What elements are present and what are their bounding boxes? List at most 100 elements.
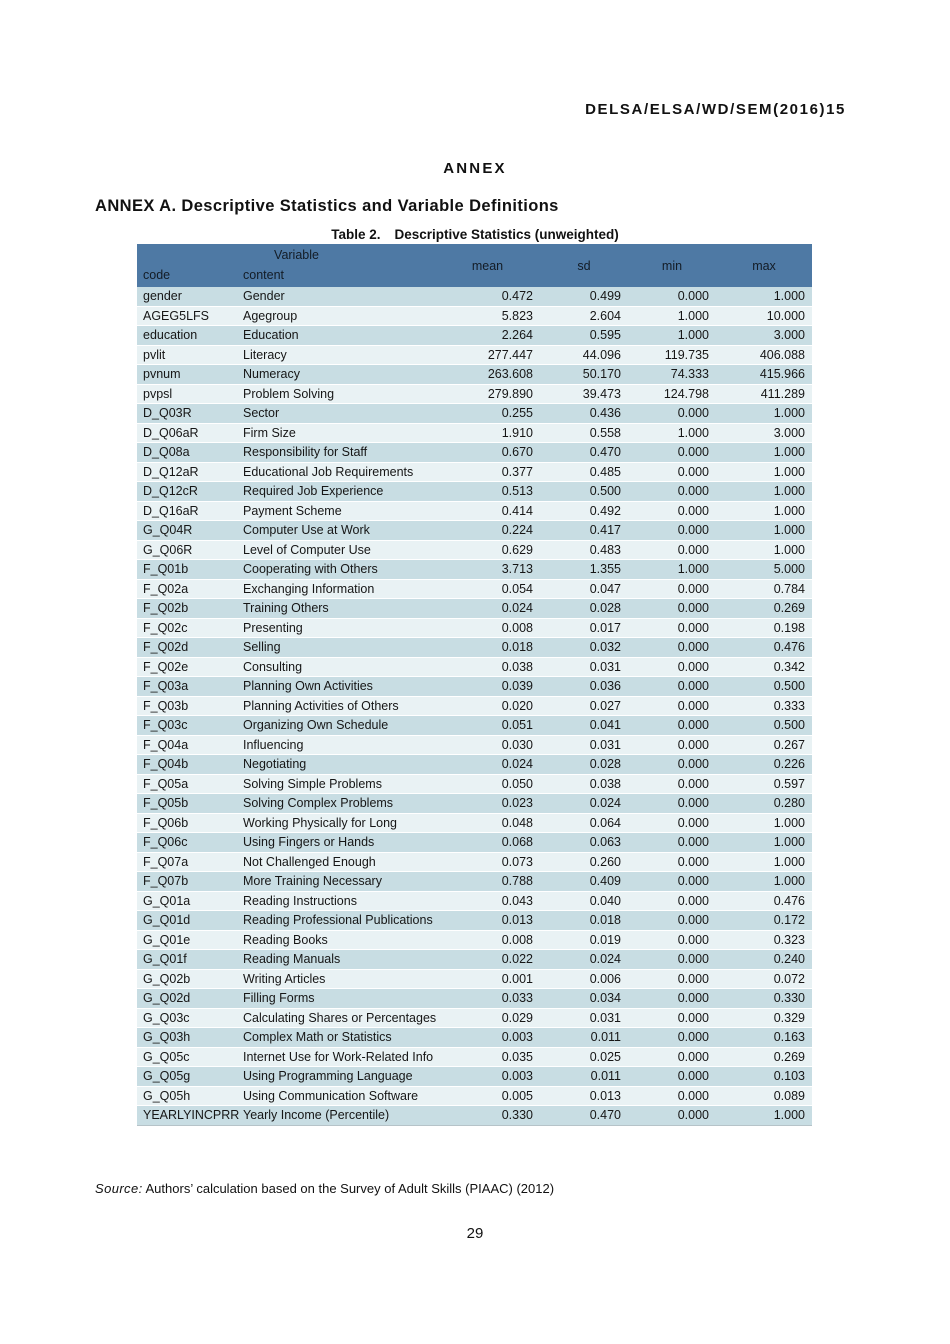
cell-min: 0.000 bbox=[628, 930, 716, 950]
cell-max: 1.000 bbox=[716, 501, 812, 521]
table-row: pvlit Literacy 277.447 44.096 119.735 406.088 bbox=[137, 345, 812, 365]
cell-code: F_Q06c bbox=[137, 832, 237, 853]
cell-content: Planning Own Activities bbox=[237, 676, 435, 697]
cell-content: Using Fingers or Hands bbox=[237, 832, 435, 853]
cell-sd: 0.019 bbox=[540, 930, 628, 950]
cell-content: Not Challenged Enough bbox=[237, 852, 435, 872]
cell-sd: 0.031 bbox=[540, 657, 628, 677]
cell-content: Numeracy bbox=[237, 364, 435, 385]
cell-sd: 0.041 bbox=[540, 715, 628, 736]
cell-sd: 0.499 bbox=[540, 287, 628, 307]
table-row: G_Q01e Reading Books 0.008 0.019 0.000 0.323 bbox=[137, 930, 812, 950]
table-row: F_Q07b More Training Necessary 0.788 0.409 0… bbox=[137, 871, 812, 892]
cell-min: 0.000 bbox=[628, 618, 716, 638]
cell-code: G_Q03c bbox=[137, 1008, 237, 1028]
cell-sd: 0.558 bbox=[540, 423, 628, 443]
cell-code: education bbox=[137, 325, 237, 346]
cell-code: pvlit bbox=[137, 345, 237, 365]
table-row: F_Q01b Cooperating with Others 3.713 1.355 1… bbox=[137, 559, 812, 580]
table-row: G_Q03c Calculating Shares or Percentages 0… bbox=[137, 1008, 812, 1028]
cell-sd: 1.355 bbox=[540, 559, 628, 580]
cell-content: Influencing bbox=[237, 735, 435, 755]
cell-max: 0.323 bbox=[716, 930, 812, 950]
cell-min: 0.000 bbox=[628, 1047, 716, 1067]
cell-content: Using Communication Software bbox=[237, 1086, 435, 1106]
cell-min: 0.000 bbox=[628, 871, 716, 892]
cell-sd: 0.064 bbox=[540, 813, 628, 833]
table-row: F_Q07a Not Challenged Enough 0.073 0.260 0.0… bbox=[137, 852, 812, 872]
cell-max: 0.476 bbox=[716, 637, 812, 658]
cell-min: 0.000 bbox=[628, 735, 716, 755]
cell-max: 1.000 bbox=[716, 481, 812, 502]
cell-max: 0.500 bbox=[716, 676, 812, 697]
cell-sd: 0.034 bbox=[540, 988, 628, 1009]
cell-content: Exchanging Information bbox=[237, 579, 435, 599]
cell-content: Problem Solving bbox=[237, 384, 435, 404]
table-row: F_Q03a Planning Own Activities 0.039 0.036 0… bbox=[137, 676, 812, 697]
cell-mean: 0.513 bbox=[435, 481, 540, 502]
cell-content: Firm Size bbox=[237, 423, 435, 443]
cell-content: Solving Simple Problems bbox=[237, 774, 435, 794]
cell-min: 0.000 bbox=[628, 657, 716, 677]
table-row: F_Q02e Consulting 0.038 0.031 0.000 0.342 bbox=[137, 657, 812, 677]
cell-sd: 0.260 bbox=[540, 852, 628, 872]
cell-mean: 0.073 bbox=[435, 852, 540, 872]
cell-max: 411.289 bbox=[716, 384, 812, 404]
cell-min: 0.000 bbox=[628, 988, 716, 1009]
cell-mean: 0.472 bbox=[435, 287, 540, 307]
table-body: gender Gender 0.472 0.499 0.000 1.000 AGEG5LFS… bbox=[137, 287, 812, 1126]
cell-content: Internet Use for Work-Related Info bbox=[237, 1047, 435, 1067]
cell-min: 0.000 bbox=[628, 696, 716, 716]
table-row: G_Q05h Using Communication Software 0.005 0… bbox=[137, 1086, 812, 1106]
cell-mean: 0.224 bbox=[435, 520, 540, 541]
cell-min: 0.000 bbox=[628, 910, 716, 931]
cell-content: Gender bbox=[237, 287, 435, 307]
source-text: Authors’ calculation based on the Survey… bbox=[145, 1181, 555, 1196]
cell-code: F_Q07b bbox=[137, 871, 237, 892]
cell-mean: 0.051 bbox=[435, 715, 540, 736]
cell-sd: 0.032 bbox=[540, 637, 628, 658]
cell-content: Complex Math or Statistics bbox=[237, 1027, 435, 1048]
table-row: G_Q01f Reading Manuals 0.022 0.024 0.000 0.24… bbox=[137, 949, 812, 970]
column-header-content: content bbox=[237, 265, 435, 287]
cell-max: 0.240 bbox=[716, 949, 812, 970]
table-row: AGEG5LFS Agegroup 5.823 2.604 1.000 10.000 bbox=[137, 306, 812, 326]
cell-sd: 0.417 bbox=[540, 520, 628, 541]
cell-content: Presenting bbox=[237, 618, 435, 638]
cell-content: Planning Activities of Others bbox=[237, 696, 435, 716]
cell-min: 124.798 bbox=[628, 384, 716, 404]
column-group-variable: Variable bbox=[137, 244, 435, 265]
table-row: D_Q06aR Firm Size 1.910 0.558 1.000 3.000 bbox=[137, 423, 812, 443]
cell-mean: 2.264 bbox=[435, 325, 540, 346]
table-row: D_Q08a Responsibility for Staff 0.670 0.470… bbox=[137, 442, 812, 463]
cell-content: Educational Job Requirements bbox=[237, 462, 435, 482]
cell-mean: 0.033 bbox=[435, 988, 540, 1009]
cell-mean: 0.629 bbox=[435, 540, 540, 560]
cell-code: G_Q01e bbox=[137, 930, 237, 950]
cell-code: F_Q02b bbox=[137, 598, 237, 619]
cell-max: 0.500 bbox=[716, 715, 812, 736]
cell-sd: 0.038 bbox=[540, 774, 628, 794]
column-header-min: min bbox=[628, 244, 716, 287]
cell-max: 0.172 bbox=[716, 910, 812, 931]
cell-code: F_Q06b bbox=[137, 813, 237, 833]
cell-code: pvpsl bbox=[137, 384, 237, 404]
cell-sd: 0.024 bbox=[540, 793, 628, 814]
cell-content: Computer Use at Work bbox=[237, 520, 435, 541]
table-row: F_Q02a Exchanging Information 0.054 0.047 0.… bbox=[137, 579, 812, 599]
cell-code: D_Q12cR bbox=[137, 481, 237, 502]
cell-code: F_Q01b bbox=[137, 559, 237, 580]
cell-content: Reading Books bbox=[237, 930, 435, 950]
cell-code: F_Q05a bbox=[137, 774, 237, 794]
table-row: pvpsl Problem Solving 279.890 39.473 124.798… bbox=[137, 384, 812, 404]
table-caption-label: Table 2. bbox=[331, 227, 381, 242]
cell-mean: 0.377 bbox=[435, 462, 540, 482]
cell-mean: 0.255 bbox=[435, 403, 540, 424]
cell-content: More Training Necessary bbox=[237, 871, 435, 892]
cell-min: 0.000 bbox=[628, 1105, 716, 1126]
column-header-sd: sd bbox=[540, 244, 628, 287]
cell-min: 1.000 bbox=[628, 559, 716, 580]
cell-code: D_Q06aR bbox=[137, 423, 237, 443]
cell-min: 0.000 bbox=[628, 969, 716, 989]
cell-sd: 0.027 bbox=[540, 696, 628, 716]
